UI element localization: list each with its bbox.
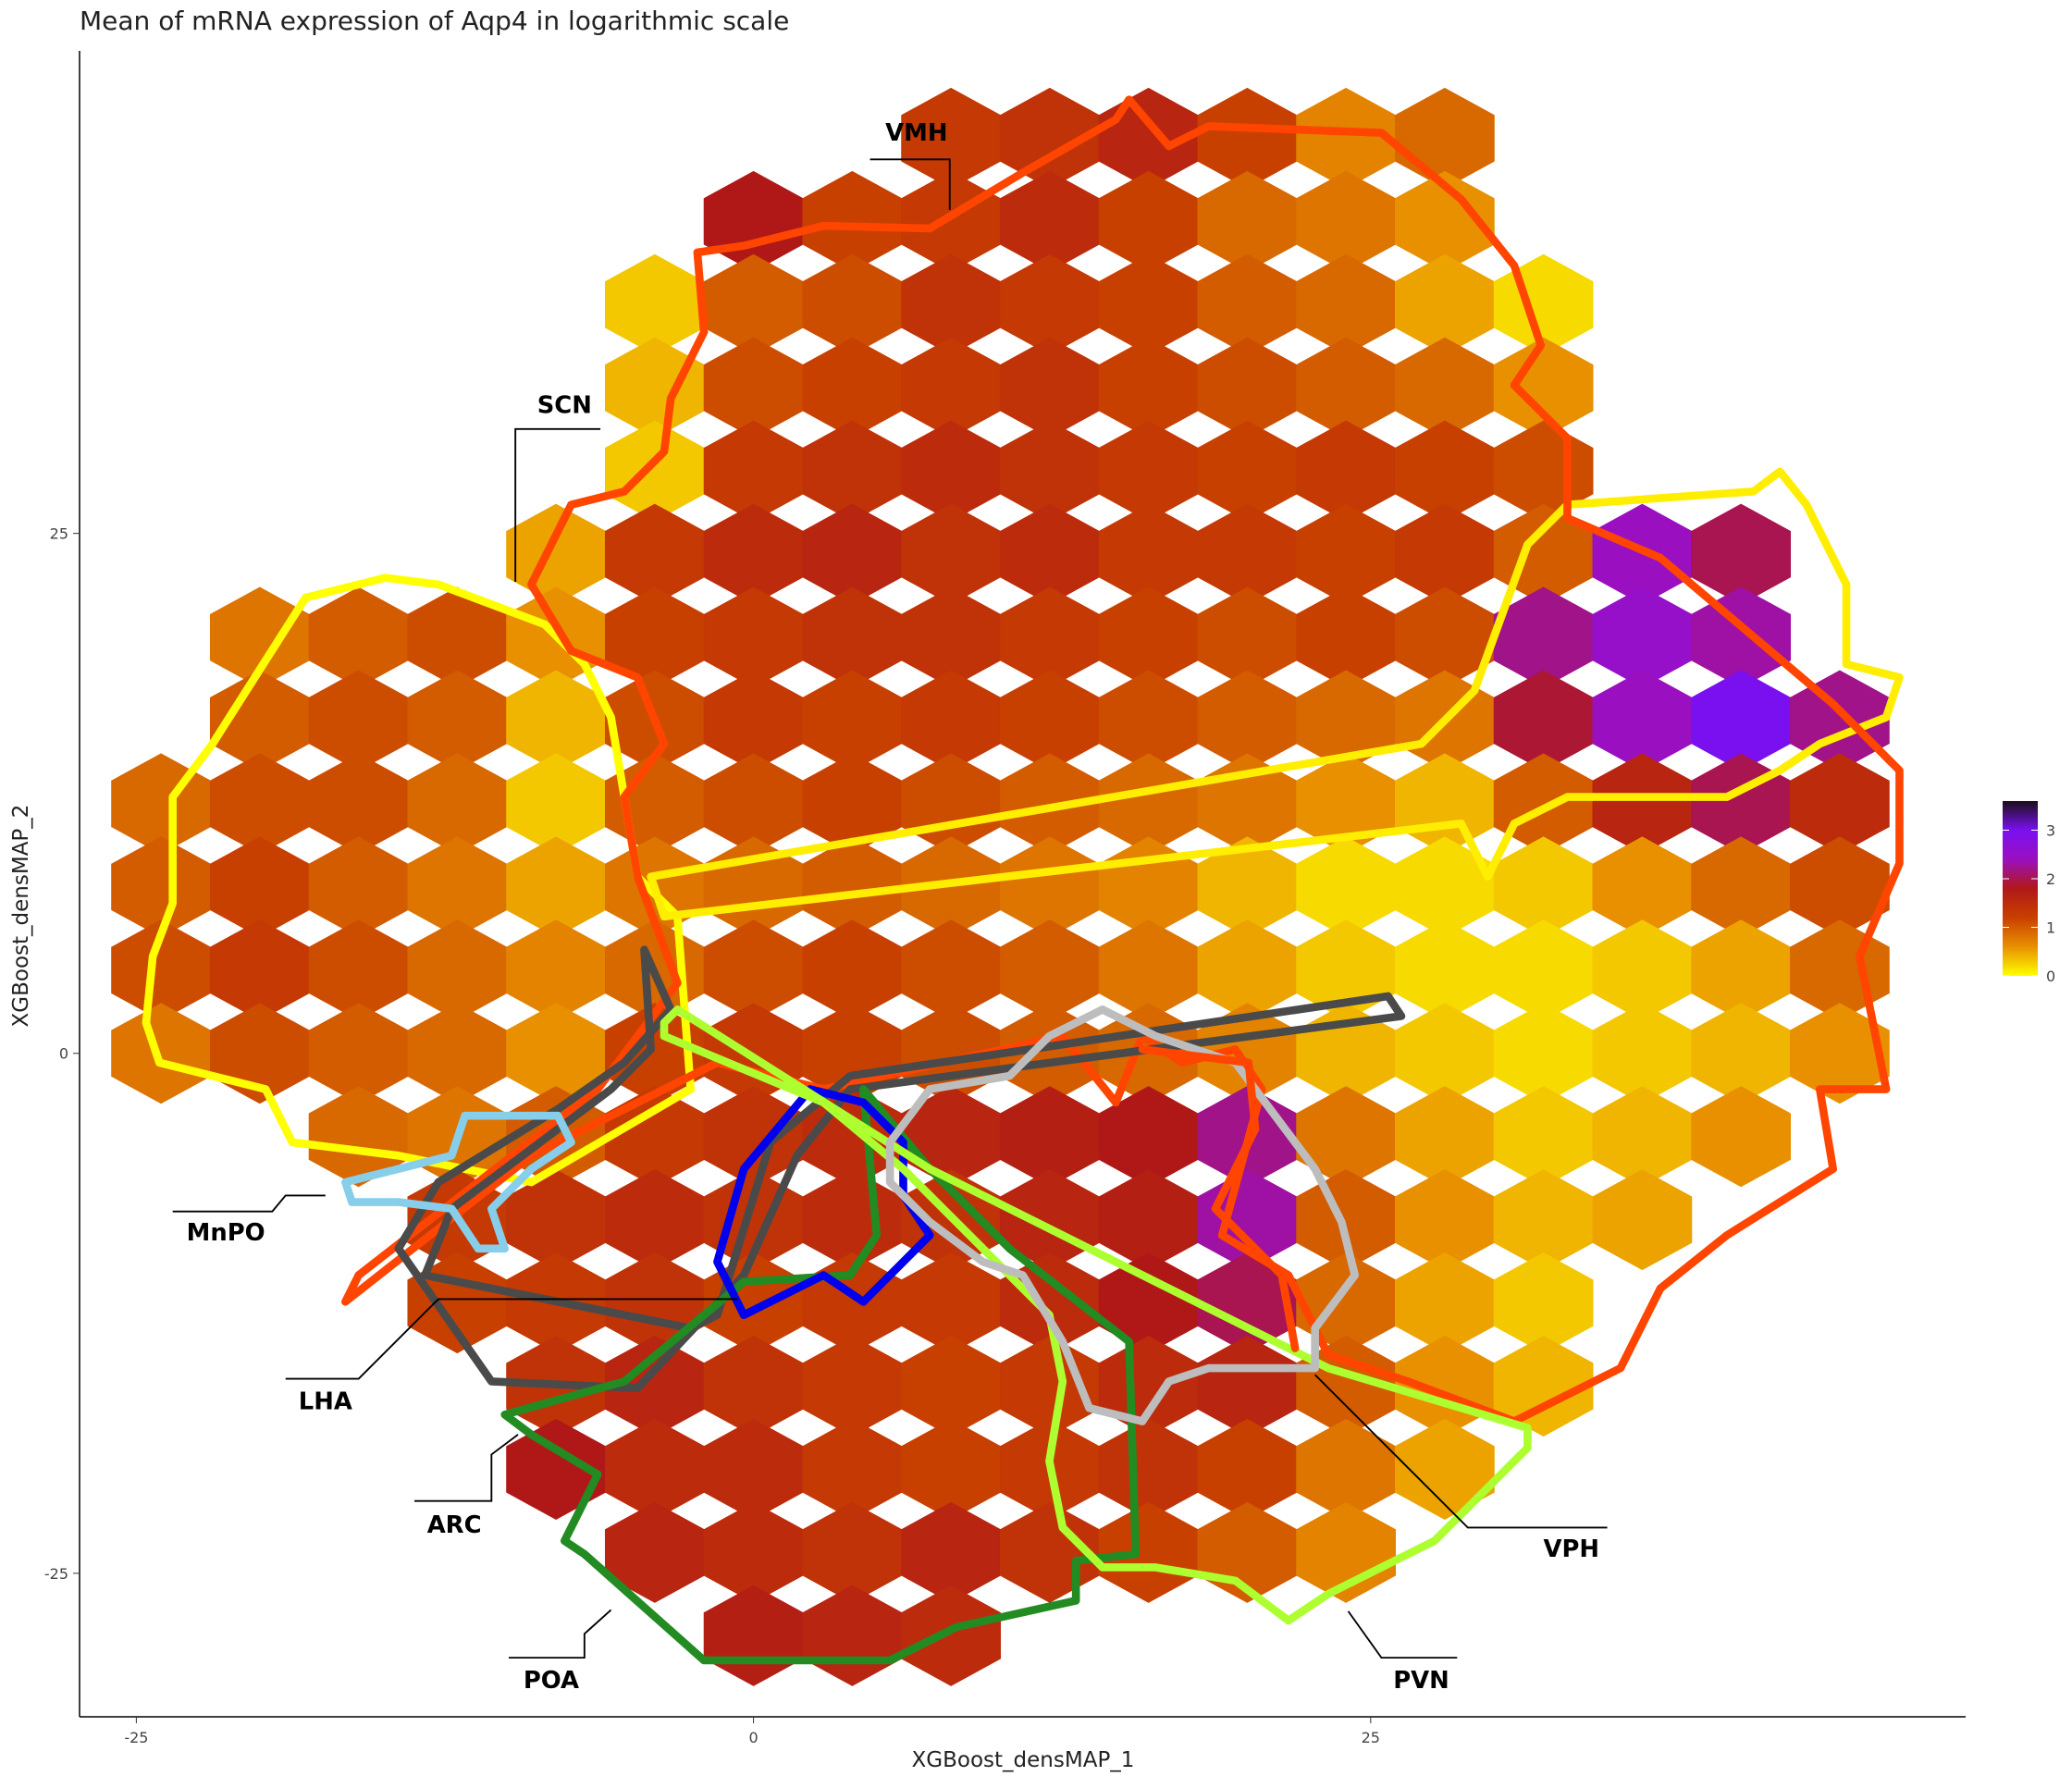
leader-vmh <box>870 158 951 210</box>
hexbin <box>703 1585 804 1686</box>
leader-pvn <box>1347 1610 1458 1659</box>
leader-vph <box>1314 1374 1608 1529</box>
region-label: ARC <box>427 1511 482 1539</box>
y-tick-label: 25 <box>50 525 68 543</box>
hexbin <box>1790 1003 1890 1104</box>
y-tick-label: 0 <box>59 1045 68 1063</box>
region-label: LHA <box>299 1388 352 1416</box>
x-tick-label: -25 <box>124 1729 148 1746</box>
outline-poa <box>500 1085 1141 1665</box>
hexbin <box>1098 1501 1199 1603</box>
x-axis-title: XGBoost_densMAP_1 <box>912 1748 1135 1772</box>
region-label: MnPO <box>187 1219 265 1247</box>
hexbin <box>1296 1501 1396 1603</box>
hexbin <box>1493 1335 1594 1437</box>
outline-vph-inner <box>1138 1045 1300 1352</box>
region-outlines: VMH SCN MnPO LHA ARC POA PVN VPH <box>142 95 1904 1695</box>
colorbar-tick-label: 0 <box>2046 968 2055 985</box>
x-tick-label: 0 <box>749 1729 758 1746</box>
leader-arc <box>414 1434 519 1502</box>
hexbin <box>1592 1169 1693 1271</box>
outline-vph <box>885 1005 1360 1425</box>
x-tick-label: 25 <box>1362 1729 1380 1746</box>
outline-arc <box>713 1085 934 1319</box>
y-axis-title: XGBoost_densMAP_2 <box>9 805 33 1028</box>
region-label: POA <box>524 1667 579 1695</box>
leader-mnpo <box>172 1194 326 1213</box>
outline-pvn <box>660 1005 1532 1625</box>
outline-vmh <box>341 95 1904 1425</box>
hexbin <box>1394 1418 1495 1520</box>
outline-mnpo <box>341 1111 575 1253</box>
hex-layer <box>111 87 1890 1686</box>
hexbin <box>1691 1086 1792 1188</box>
hexbin <box>802 1585 903 1686</box>
leader-lha <box>285 1298 737 1380</box>
hexbin <box>111 1003 211 1104</box>
y-tick-label: -25 <box>44 1565 68 1583</box>
region-label: VPH <box>1544 1536 1600 1563</box>
leader-poa <box>508 1609 612 1659</box>
region-label: SCN <box>537 392 592 420</box>
region-label: VMH <box>885 119 947 147</box>
colorbar-tick-label: 2 <box>2046 870 2055 888</box>
colorbar-tick-label: 1 <box>2046 919 2055 937</box>
region-label: PVN <box>1393 1667 1449 1695</box>
leader-scn <box>514 427 601 582</box>
outline-scn <box>142 574 696 1187</box>
colorbar <box>2003 801 2038 976</box>
outline-upper <box>647 467 1904 921</box>
colorbar-tick-label: 3 <box>2046 822 2055 840</box>
chart-title: Mean of mRNA expression of Aqp4 in logar… <box>80 6 789 36</box>
hexbin <box>901 1585 1001 1686</box>
